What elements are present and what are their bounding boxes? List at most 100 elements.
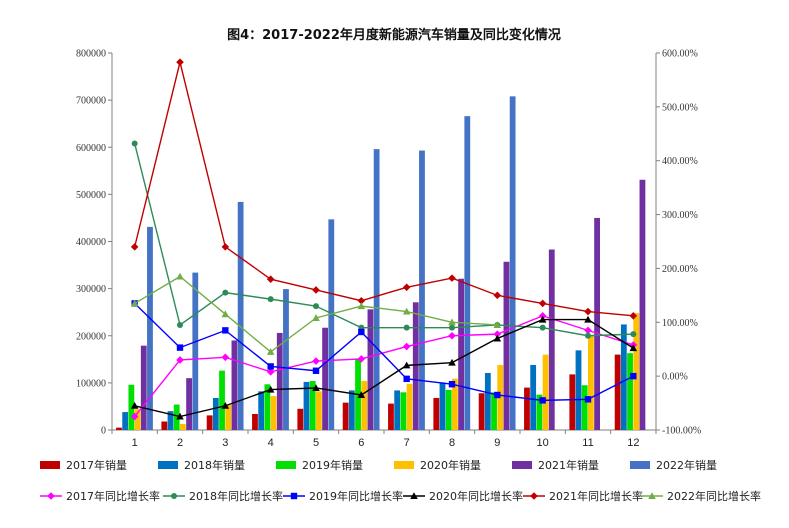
line-point xyxy=(312,367,320,374)
bar xyxy=(276,332,283,430)
line-point xyxy=(130,412,139,421)
series-line xyxy=(134,315,634,417)
line-point xyxy=(584,396,592,403)
bar xyxy=(237,201,244,430)
legend-label: 2019年销量 xyxy=(302,458,363,472)
line-point xyxy=(222,289,229,296)
bars xyxy=(116,96,646,431)
left-tick-label: 100000 xyxy=(76,378,106,389)
bar xyxy=(116,427,122,430)
line-point xyxy=(221,243,230,251)
bar xyxy=(581,385,588,430)
line-point xyxy=(630,331,637,338)
line-point xyxy=(176,356,184,364)
line-point xyxy=(402,342,411,351)
legend-label: 2021年同比增长率 xyxy=(549,489,643,503)
bar xyxy=(419,150,425,430)
bar xyxy=(348,390,355,430)
x-tick-label: 2 xyxy=(177,437,183,449)
legend-label: 2019年同比增长率 xyxy=(309,489,403,503)
bar xyxy=(322,327,328,430)
bar xyxy=(167,411,174,430)
x-tick-label: 10 xyxy=(537,437,549,449)
legend: 2017年销量 2018年销量 2019年销量 2020年销量 2021年销量 2022年… xyxy=(40,458,761,503)
bar xyxy=(264,384,271,430)
line-point xyxy=(539,397,546,404)
bar xyxy=(328,219,335,430)
bar xyxy=(633,313,640,430)
left-tick-label: 200000 xyxy=(76,331,106,342)
legend-swatch xyxy=(630,461,650,469)
bar xyxy=(536,394,543,430)
x-tick-label: 6 xyxy=(358,437,364,449)
series-line xyxy=(134,318,634,418)
left-tick-label: 800000 xyxy=(76,49,106,60)
line-point xyxy=(266,275,275,283)
bar xyxy=(484,372,491,430)
bar xyxy=(342,402,349,430)
legend-swatch xyxy=(276,461,296,469)
legend-label: 2018年销量 xyxy=(184,458,245,472)
bar xyxy=(180,423,186,430)
line-point xyxy=(266,368,275,376)
legend-label: 2020年销量 xyxy=(420,458,481,472)
bar xyxy=(219,370,225,430)
line-point xyxy=(266,348,275,355)
bar xyxy=(147,226,153,430)
right-tick-label: 200.00% xyxy=(662,264,698,275)
chart-title: 图4：2017-2022年月度新能源汽车销量及同比变化情况 xyxy=(227,27,561,43)
bar xyxy=(524,387,530,430)
line-point xyxy=(448,274,456,282)
bar xyxy=(439,382,446,430)
x-tick-label: 4 xyxy=(268,437,274,449)
bar xyxy=(303,381,310,430)
bar xyxy=(445,389,452,430)
bar xyxy=(309,380,316,430)
bar xyxy=(192,272,199,430)
line-point xyxy=(221,353,230,362)
line-point xyxy=(584,326,592,335)
bar xyxy=(212,397,219,430)
line-point xyxy=(449,324,455,331)
line-point xyxy=(493,291,502,300)
bar xyxy=(225,405,232,430)
right-tick-label: 400.00% xyxy=(662,156,698,167)
bar xyxy=(614,354,621,430)
bar xyxy=(594,217,600,430)
line-point xyxy=(312,384,320,391)
left-tick-label: 300000 xyxy=(76,284,106,295)
legend-label: 2018年同比增长率 xyxy=(189,489,283,503)
x-tick-label: 1 xyxy=(132,437,138,449)
bar xyxy=(575,350,582,430)
line-point xyxy=(493,334,502,342)
legend-swatch xyxy=(40,461,60,469)
x-tick-label: 11 xyxy=(582,437,593,449)
left-tick-label: 700000 xyxy=(76,96,106,107)
line-point xyxy=(176,344,184,351)
bar xyxy=(283,289,289,430)
bar xyxy=(491,392,497,430)
line-point xyxy=(538,315,547,323)
line-point xyxy=(267,363,274,370)
line-point xyxy=(176,412,184,420)
series-line xyxy=(133,143,634,337)
line-point xyxy=(221,401,230,409)
legend-swatch xyxy=(512,461,532,469)
bar xyxy=(361,380,368,430)
line-point xyxy=(130,243,139,251)
bar xyxy=(588,335,594,430)
series-line xyxy=(133,61,634,317)
line-point xyxy=(177,321,183,328)
right-tick-label: 600.00% xyxy=(662,49,698,60)
bar xyxy=(478,393,485,430)
line-point xyxy=(410,492,418,499)
line-point xyxy=(494,391,501,399)
x-tick-label: 3 xyxy=(222,437,228,449)
bar xyxy=(394,390,401,430)
line-point xyxy=(403,324,410,331)
line-point xyxy=(176,58,184,66)
bar xyxy=(620,324,627,430)
legend-label: 2020年同比增长率 xyxy=(429,489,523,503)
bar xyxy=(639,179,646,430)
